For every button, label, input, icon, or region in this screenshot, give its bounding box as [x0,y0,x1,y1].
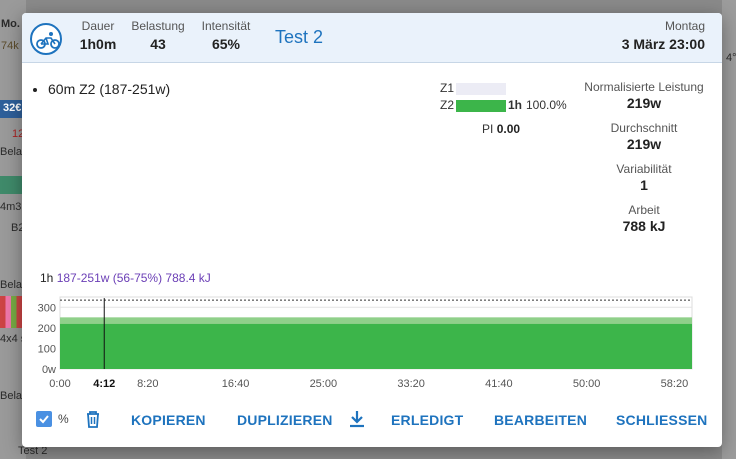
copy-button[interactable]: KOPIEREN [131,412,206,428]
zone-percent: 100.0% [526,98,567,112]
x-tick-label: 33:20 [397,378,425,390]
calendar-fragment: B2 [11,222,25,234]
y-tick-label: 0w [42,364,56,376]
zone-bar [456,100,506,112]
percent-checkbox[interactable] [36,411,52,427]
calendar-left-column [0,0,26,459]
calendar-right-column [722,0,736,459]
workout-steps: 60m Z2 (187-251w) [48,81,170,97]
stat-value: 65% [211,36,241,52]
workout-step: 60m Z2 (187-251w) [48,81,170,97]
dialog-header: Dauer 1h0m Belastung 43 Intensität 65% T… [22,13,722,63]
stat-label: Intensität [201,19,251,33]
metric-variability: Variabilität 1 [577,162,711,193]
calendar-event-bar [0,296,22,328]
pi-value: PI 0.00 [482,122,520,136]
calendar-fragment: 4m3 [0,201,22,213]
calendar-fragment: 32€ [3,102,22,114]
y-tick-label: 300 [38,302,56,314]
trash-icon [87,411,99,428]
zone-label: Z1 [440,81,455,95]
workout-dialog: Dauer 1h0m Belastung 43 Intensität 65% T… [22,13,722,447]
metric-label: Normalisierte Leistung [584,80,704,94]
calendar-event-bar [0,176,26,194]
metric-work: Arbeit 788 kJ [577,203,711,234]
calendar-fragment: Test 2 [18,445,48,457]
pi-number: 0.00 [496,122,521,136]
calendar-fragment: 4x4 s [0,333,27,345]
metric-average: Durchschnitt 219w [577,121,711,152]
edit-button[interactable]: BEARBEITEN [494,412,588,428]
x-tick-label: 16:40 [222,378,250,390]
workout-title[interactable]: Test 2 [275,27,324,47]
metric-label: Variabilität [616,162,672,176]
x-tick-label: 0:00 [49,378,70,390]
calendar-fragment: Bela [0,146,23,158]
interval-summary: 1h 187-251w (56-75%) 788.4 kJ [40,271,211,285]
date-datetime: 3 März 23:00 [621,36,705,52]
date-day: Montag [664,19,705,33]
close-button[interactable]: SCHLIESSEN [616,412,708,428]
stat-label: Dauer [81,19,115,33]
metric-value: 219w [626,136,662,152]
calendar-fragment: 74k [1,40,19,52]
calendar-fragment: 12 [12,128,25,140]
power-area [60,323,692,369]
stat-duration: Dauer 1h0m [78,19,118,52]
interval-duration: 1h [40,271,54,285]
x-tick-label: 58:20 [661,378,689,390]
calendar-fragment: Bela [0,390,23,402]
stat-value: 43 [150,36,166,52]
metric-label: Durchschnitt [610,121,678,135]
x-tick-label: 25:00 [310,378,338,390]
metric-value: 1 [640,177,648,193]
x-tick-label: 4:12 [93,378,115,390]
calendar-day-label: Mo. [1,18,20,30]
workout-date: Montag 3 März 23:00 [622,19,705,52]
zone-time: 1h [508,98,523,112]
x-tick-label: 8:20 [137,378,158,390]
delete-button[interactable] [84,409,102,434]
pi-label: PI [482,122,494,136]
metric-label: Arbeit [628,203,660,217]
stat-intensity: Intensität 65% [198,19,254,52]
zone-bar [456,83,506,95]
power-metrics: Normalisierte Leistung 219w Durchschnitt… [577,80,711,244]
x-tick-label: 41:40 [485,378,513,390]
calendar-fragment: Belas [0,279,28,291]
y-tick-label: 100 [38,343,56,355]
percent-label: % [58,412,69,426]
dialog-footer: % KOPIEREN DUPLIZIEREN ERLEDIGT BEARBEIT… [22,406,722,436]
bike-icon [30,23,62,55]
calendar-event-bar [0,100,26,118]
metric-value: 219w [626,95,662,111]
calendar-fragment: 4° [726,52,736,64]
download-button[interactable] [348,409,366,434]
done-button[interactable]: ERLEDIGT [391,412,464,428]
power-chart[interactable]: 0w 100 200 300 0:00 4:12 8:20 16:40 25:00 33:20 41… [22,293,722,397]
interval-description: 187-251w (56-75%) 788.4 kJ [56,271,211,285]
metric-normalized-power: Normalisierte Leistung 219w [577,80,711,111]
x-tick-label: 50:00 [573,378,601,390]
zone-label: Z2 [440,98,455,112]
stat-value: 1h0m [79,36,117,52]
y-tick-label: 200 [38,323,56,335]
stat-load: Belastung 43 [130,19,186,52]
duplicate-button[interactable]: DUPLIZIEREN [237,412,333,428]
download-icon [350,411,364,428]
metric-value: 788 kJ [622,218,666,234]
stat-label: Belastung [131,19,185,33]
